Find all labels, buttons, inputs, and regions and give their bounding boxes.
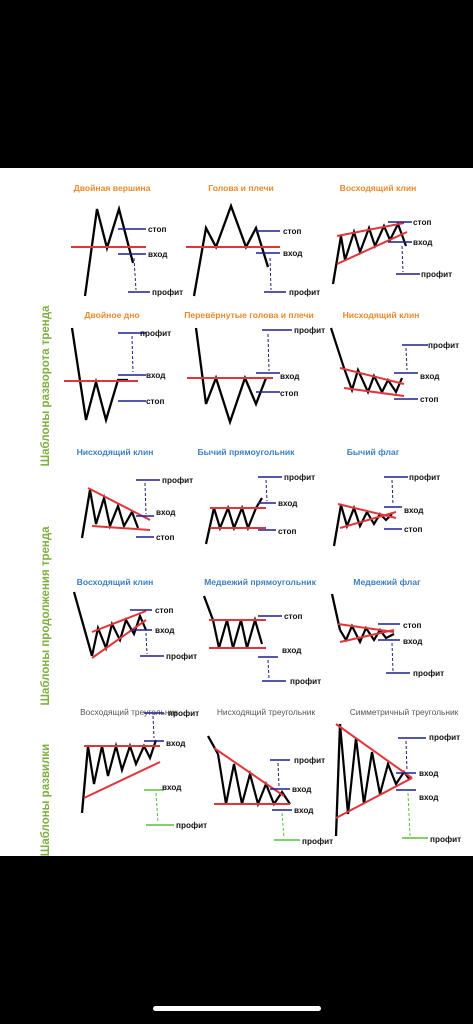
level-label-stop: стоп [278,527,296,536]
pattern-title: Нисходящий треугольник [217,707,316,717]
level-label-profit-short: профит [302,837,333,846]
level-label-stop: стоп [280,389,298,398]
level-label-entry: вход [148,250,168,259]
level-label-profit: профит [294,326,325,335]
diagram-symmetrical-triangle: профит вход вход профит [334,723,461,844]
level-label-stop: стоп [155,606,173,615]
pattern-title: Восходящий клин [340,183,417,193]
level-label-profit: профит [166,652,197,661]
level-label-entry: вход [280,372,300,381]
level-label-entry: вход [282,646,302,655]
level-label-profit: профит [289,288,320,297]
level-label-entry: вход [420,372,440,381]
section-label-reversal: Шаблоны разворота тренда [40,305,52,466]
pattern-title: Голова и плечи [208,183,273,193]
level-label-entry: вход [156,508,176,517]
diagram-inverse-head-shoulders: профит вход стоп [187,326,325,426]
pattern-title: Медвежий флаг [353,577,421,587]
level-label-entry: вход [278,499,298,508]
pattern-title: Симметричный треугольник [350,707,459,717]
level-label-entry: вход [292,785,312,794]
level-label-stop: стоп [283,227,301,236]
patterns-sheet: Шаблоны разворота тренда Шаблоны продолж… [0,168,473,856]
diagram-falling-wedge: профит вход стоп [329,327,459,404]
level-label-profit: профит [428,341,459,350]
level-label-profit: профит [168,709,199,718]
level-label-stop: стоп [156,533,174,542]
level-label-stop: стоп [284,612,302,621]
level-label-profit-short: профит [430,835,461,844]
level-label-profit: профит [409,473,440,482]
level-label-profit: профит [413,669,444,678]
level-label-profit: профит [152,288,183,297]
level-label-stop: стоп [413,218,431,227]
level-label-profit: профит [162,476,193,485]
level-label-entry: вход [283,249,303,258]
diagram-bearish-flag: стоп вход профит [330,593,444,678]
pattern-title: Перевёрнутые голова и плечи [184,310,314,320]
level-label-entry: вход [419,769,439,778]
pattern-title: Нисходящий клин [343,310,420,320]
diagram-double-top: стоп вход профит [71,204,183,297]
level-label-profit: профит [290,677,321,686]
level-label-profit: профит [421,270,452,279]
home-indicator[interactable] [153,1006,321,1011]
section-label-fork: Шаблоны развилки [40,744,52,856]
pattern-title: Двойная вершина [74,183,151,193]
level-label-profit-short: профит [176,821,207,830]
level-label-entry: вход [166,739,186,748]
diagram-double-bottom: профит вход стоп [64,327,171,425]
diagram-bullish-rectangle: профит вход стоп [204,473,315,545]
diagram-bullish-flag: профит вход стоп [332,473,440,547]
level-label-stop: стоп [148,225,166,234]
pattern-title: Нисходящий клин [77,447,154,457]
section-label-continuation: Шаблоны продолжения тренда [40,526,52,706]
diagram-rising-wedge-continuation: стоп вход профит [72,591,197,661]
level-label-profit: профит [429,733,460,742]
level-label-stop: стоп [403,621,421,630]
diagram-ascending-triangle: профит вход вход профит [80,709,207,830]
level-label-profit: профит [284,473,315,482]
pattern-title: Бычий прямоугольник [198,447,296,457]
pattern-title: Бычий флаг [347,447,400,457]
level-label-stop: стоп [146,397,164,406]
diagram-falling-wedge-continuation: профит вход стоп [80,476,193,542]
level-label-entry: вход [404,506,424,515]
diagram-descending-triangle: профит вход вход профит [206,735,333,846]
pattern-title: Восходящий треугольник [80,707,178,717]
level-label-entry-short: вход [419,793,439,802]
level-label-entry: вход [403,637,423,646]
level-label-stop: стоп [420,395,438,404]
level-label-entry-short: вход [294,806,314,815]
diagram-rising-wedge: стоп вход профит [331,218,452,285]
patterns-diagram: Шаблоны разворота тренда Шаблоны продолж… [40,183,461,856]
pattern-title: Восходящий клин [77,577,154,587]
diagram-head-shoulders: стоп вход профит [186,202,320,297]
level-label-entry: вход [146,371,166,380]
pattern-title: Медвежий прямоугольник [204,577,316,587]
level-label-profit: профит [140,329,171,338]
level-label-entry: вход [155,626,175,635]
level-label-entry-short: вход [162,783,182,792]
level-label-stop: стоп [404,525,422,534]
level-label-profit: профит [294,756,325,765]
level-label-entry: вход [413,238,433,247]
diagram-bearish-rectangle: стоп вход профит [202,595,321,686]
pattern-title: Двойное дно [84,310,139,320]
